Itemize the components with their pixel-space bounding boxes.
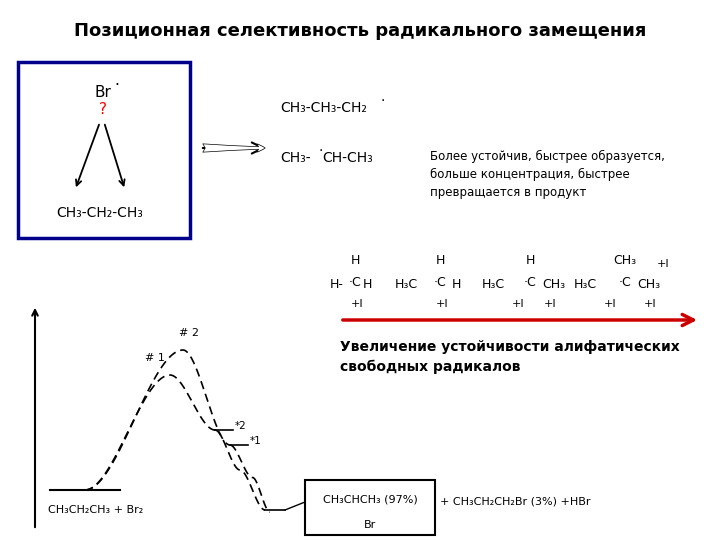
Text: H: H xyxy=(362,278,372,291)
Text: Позиционная селективность радикального замещения: Позиционная селективность радикального з… xyxy=(74,22,646,40)
Text: ·C: ·C xyxy=(348,275,361,288)
Text: H: H xyxy=(526,253,535,267)
Text: # 2: # 2 xyxy=(179,328,199,338)
Text: +I: +I xyxy=(512,299,524,309)
Text: H₃C: H₃C xyxy=(395,278,418,291)
Text: H: H xyxy=(351,253,360,267)
Text: CH₃-: CH₃- xyxy=(280,151,310,165)
Text: Увеличение устойчивости алифатических
свободных радикалов: Увеличение устойчивости алифатических св… xyxy=(340,340,680,374)
Text: ·C: ·C xyxy=(523,275,536,288)
Text: + CH₃CH₂CH₂Br (3%) +HBr: + CH₃CH₂CH₂Br (3%) +HBr xyxy=(440,497,590,507)
Text: ?: ? xyxy=(99,102,107,117)
Text: CH-CH₃: CH-CH₃ xyxy=(322,151,373,165)
Text: ·C: ·C xyxy=(433,275,446,288)
Text: Br: Br xyxy=(94,85,112,100)
Text: +I: +I xyxy=(644,299,657,309)
Text: ·: · xyxy=(318,144,323,158)
Text: +I: +I xyxy=(657,259,670,269)
Bar xyxy=(305,480,435,535)
Text: *2: *2 xyxy=(235,421,247,431)
Text: ·: · xyxy=(380,94,384,108)
Text: H₃C: H₃C xyxy=(482,278,505,291)
Text: CH₃: CH₃ xyxy=(613,253,636,267)
Text: CH₃CH₂CH₃ + Br₂: CH₃CH₂CH₃ + Br₂ xyxy=(48,505,143,515)
Text: +I: +I xyxy=(603,299,616,309)
Text: CH₃-CH₃-CH₂: CH₃-CH₃-CH₂ xyxy=(280,101,367,115)
Text: Более устойчив, быстрее образуется,
больше концентрация, быстрее
превращается в : Более устойчив, быстрее образуется, боль… xyxy=(430,150,665,199)
Text: CH₃-CH₂-CH₃: CH₃-CH₂-CH₃ xyxy=(57,206,143,220)
Text: +I: +I xyxy=(544,299,557,309)
Text: +I: +I xyxy=(436,299,449,309)
Text: H: H xyxy=(436,253,445,267)
Text: ·: · xyxy=(114,78,120,93)
Text: H₃C: H₃C xyxy=(574,278,597,291)
Text: # 1: # 1 xyxy=(145,353,165,363)
Text: +I: +I xyxy=(351,299,364,309)
Text: CH₃: CH₃ xyxy=(637,278,660,291)
Text: H-: H- xyxy=(330,278,344,291)
Text: Br: Br xyxy=(364,520,376,530)
Text: *1: *1 xyxy=(250,436,262,446)
Text: CH₃CHCH₃ (97%): CH₃CHCH₃ (97%) xyxy=(323,494,418,504)
Bar xyxy=(18,62,190,238)
Text: CH₃: CH₃ xyxy=(542,278,565,291)
Text: H: H xyxy=(452,278,462,291)
Text: ·C: ·C xyxy=(618,275,631,288)
